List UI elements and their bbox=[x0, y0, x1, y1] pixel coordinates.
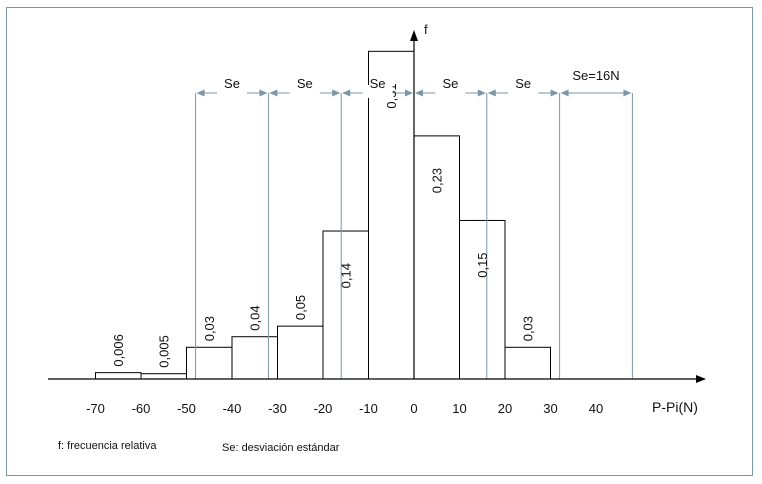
se-arrowhead-right-3 bbox=[405, 89, 413, 97]
std-dev-labels-group: Se Se Se Se Se Se=16N bbox=[217, 68, 620, 98]
se-label-4: Se bbox=[442, 76, 458, 91]
bars-group bbox=[95, 50, 551, 380]
x-tick-label-12: 40 bbox=[589, 401, 603, 416]
x-tick-label-8: 0 bbox=[410, 401, 417, 416]
bar-3 bbox=[186, 346, 233, 380]
bar-label-3: 0,03 bbox=[202, 316, 217, 341]
x-tick-label-6: -20 bbox=[314, 401, 333, 416]
se-arrowhead-right-4 bbox=[477, 89, 486, 97]
se-label-bg-2 bbox=[289, 85, 320, 98]
bar-2 bbox=[140, 373, 187, 380]
x-axis-arrow bbox=[696, 375, 706, 383]
bar-label-1: 0,006 bbox=[111, 334, 126, 367]
se-arrowhead-right-2 bbox=[332, 89, 341, 97]
se-label-5: Se bbox=[515, 76, 531, 91]
y-axis-arrow bbox=[410, 30, 418, 41]
x-tick-label-7: -10 bbox=[359, 401, 378, 416]
se-arrowhead-right-6 bbox=[623, 89, 632, 97]
bar-label-5: 0,05 bbox=[293, 295, 308, 320]
x-tick-label-1: -70 bbox=[86, 401, 105, 416]
bar-1 bbox=[95, 372, 142, 380]
note-std-dev: Se: desviación estándar bbox=[222, 442, 340, 454]
se-arrowhead-left-5 bbox=[487, 89, 496, 97]
bar-label-6: 0,14 bbox=[339, 263, 354, 288]
bar-6 bbox=[322, 230, 369, 380]
x-tick-label-10: 20 bbox=[498, 401, 512, 416]
se-label-6: Se=16N bbox=[572, 68, 619, 83]
chart-frame bbox=[6, 7, 753, 476]
se-arrowhead-left-6 bbox=[560, 89, 569, 97]
se-label-1: Se bbox=[224, 76, 240, 91]
bar-10 bbox=[504, 346, 551, 380]
se-label-bg-4 bbox=[435, 85, 466, 98]
bar-label-10: 0,03 bbox=[521, 316, 536, 341]
se-label-bg-5 bbox=[508, 85, 539, 98]
se-label-2: Se bbox=[297, 76, 313, 91]
se-arrowhead-right-1 bbox=[259, 89, 268, 97]
se-label-bg-1 bbox=[217, 85, 247, 98]
x-tick-label-2: -60 bbox=[132, 401, 151, 416]
se-label-3: Se bbox=[370, 76, 386, 91]
bar-label-2: 0,005 bbox=[157, 335, 172, 368]
se-arrowhead-left-2 bbox=[269, 89, 278, 97]
bar-9 bbox=[459, 219, 506, 380]
se-arrowhead-right-5 bbox=[550, 89, 559, 97]
note-frequency: f: frecuencia relativa bbox=[58, 440, 157, 452]
se-arrowhead-left-4 bbox=[415, 89, 423, 97]
x-tick-label-11: 30 bbox=[543, 401, 557, 416]
bar-value-labels-group: 0,0060,0050,030,040,050,140,310,230,150,… bbox=[111, 83, 536, 367]
se-label-bg-3 bbox=[362, 85, 393, 98]
bar-label-8: 0,23 bbox=[430, 168, 445, 193]
x-tick-label-5: -30 bbox=[268, 401, 287, 416]
y-axis-label: f bbox=[424, 22, 428, 37]
bar-label-4: 0,04 bbox=[248, 305, 263, 330]
x-tick-label-9: 10 bbox=[452, 401, 466, 416]
x-tick-labels-group: -70 -60 -50 -40 -30 -20 -10 0 10 20 30 40 bbox=[86, 401, 603, 416]
se-arrowhead-left-1 bbox=[196, 89, 205, 97]
x-tick-label-4: -40 bbox=[223, 401, 242, 416]
bar-4 bbox=[231, 336, 278, 380]
se-arrowhead-left-3 bbox=[342, 89, 351, 97]
bar-5 bbox=[277, 325, 324, 380]
x-axis-label: P-Pi(N) bbox=[652, 399, 698, 415]
bar-label-9: 0,15 bbox=[475, 252, 490, 277]
axes-group bbox=[48, 30, 706, 383]
x-tick-label-3: -50 bbox=[177, 401, 196, 416]
